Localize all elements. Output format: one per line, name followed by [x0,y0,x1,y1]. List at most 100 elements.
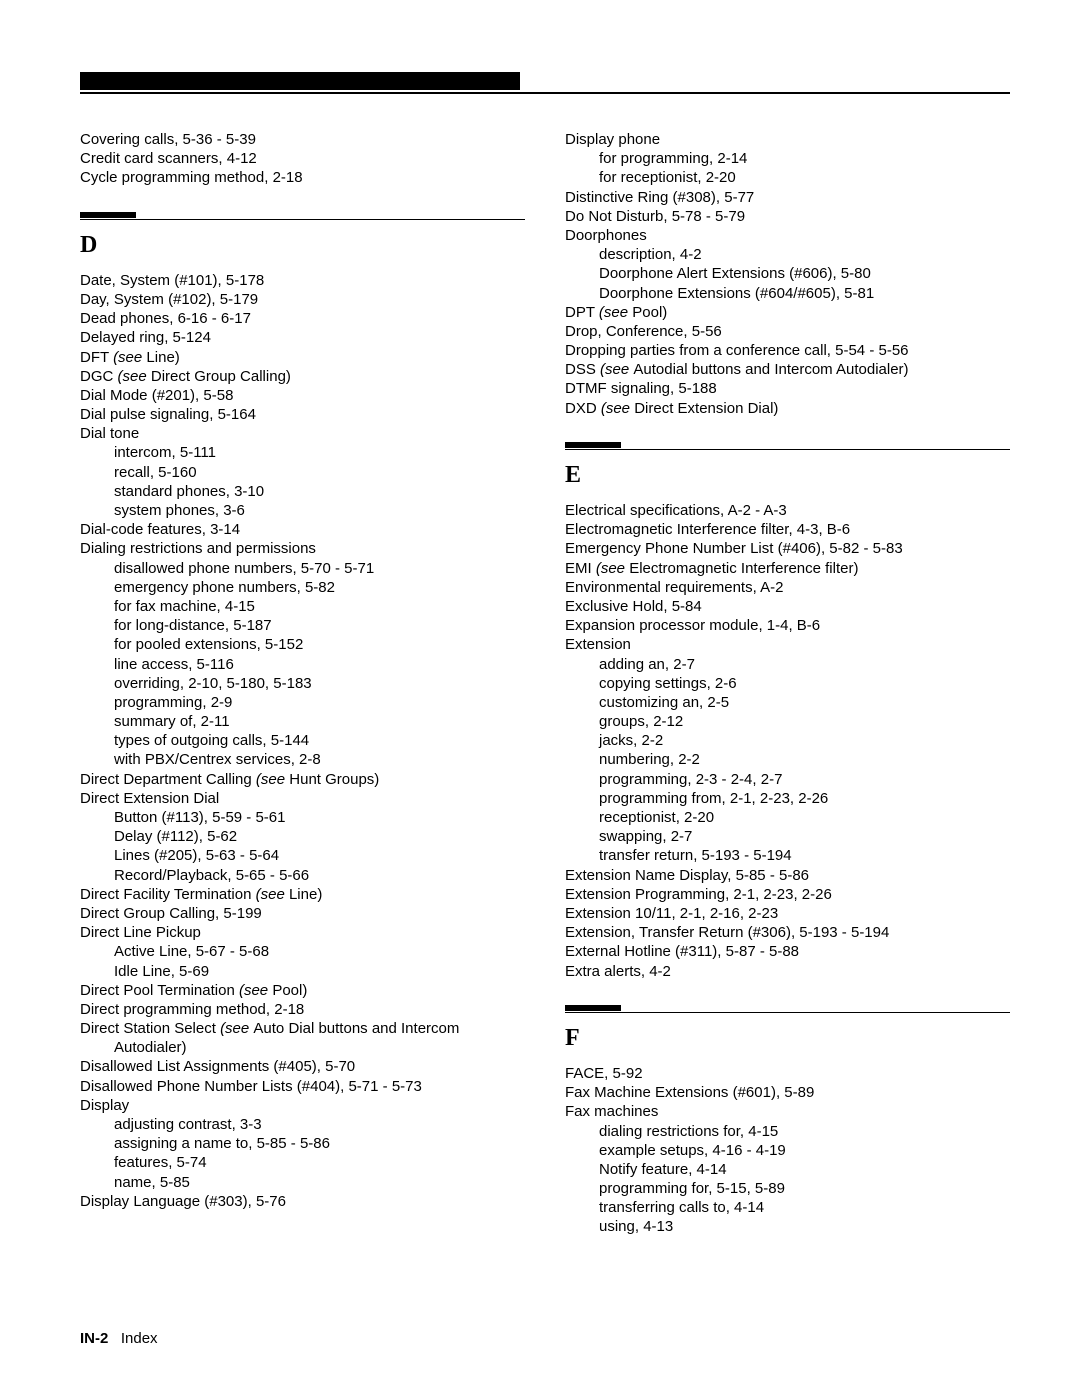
index-entry: Direct programming method, 2-18 [80,1000,525,1019]
index-entry: Direct Pool Termination (see Pool) [80,981,525,1000]
section-entries: FACE, 5-92Fax Machine Extensions (#601),… [565,1064,1010,1237]
index-subentry: Lines (#205), 5-63 - 5-64 [80,846,525,865]
index-subentry: Doorphone Extensions (#604/#605), 5-81 [565,284,1010,303]
index-entry-text: Direct Line Pickup [80,924,201,941]
index-entry: Dial tone [80,424,525,443]
index-entry-text: Electromagnetic Interference filter, 4-3… [565,521,850,538]
index-entry-text: Day, System (#102), 5-179 [80,291,258,308]
index-subentry: recall, 5-160 [80,463,525,482]
index-entry: DXD (see Direct Extension Dial) [565,399,1010,418]
index-subentry: customizing an, 2-5 [565,693,1010,712]
section-entries: Display phonefor programming, 2-14for re… [565,130,1010,418]
index-subentry: intercom, 5-111 [80,443,525,462]
index-entry-text: Exclusive Hold, 5-84 [565,598,702,615]
index-subentry-text: features, 5-74 [80,1153,525,1172]
index-subentry: name, 5-85 [80,1173,525,1192]
index-subentry: programming from, 2-1, 2-23, 2-26 [565,789,1010,808]
index-entry-after: Line) [146,349,179,366]
index-entry: Display [80,1096,525,1115]
index-entry-text: Display [80,1097,129,1114]
index-subentry-text: name, 5-85 [80,1173,525,1192]
index-entry-text: DXD [565,400,601,417]
index-subentry: emergency phone numbers, 5-82 [80,578,525,597]
index-entry: Dial pulse signaling, 5-164 [80,405,525,424]
index-entry-text: Dialing restrictions and permissions [80,540,316,557]
index-subentry: for pooled extensions, 5-152 [80,635,525,654]
index-entry: Day, System (#102), 5-179 [80,290,525,309]
index-entry-text: FACE, 5-92 [565,1065,643,1082]
index-entry-text: Emergency Phone Number List (#406), 5-82… [565,540,903,557]
index-subentry: overriding, 2-10, 5-180, 5-183 [80,674,525,693]
index-entry: Cycle programming method, 2-18 [80,168,525,187]
index-subentry-text: description, 4-2 [565,245,1010,264]
index-subentry-text: jacks, 2-2 [565,731,1010,750]
index-entry-after: Auto Dial buttons and Intercom [253,1020,459,1037]
index-subentry: for long-distance, 5-187 [80,616,525,635]
index-entry-text: DSS [565,361,600,378]
index-entry-text: Direct Facility Termination [80,886,256,903]
index-subentry-text: Doorphone Alert Extensions (#606), 5-80 [565,264,1010,283]
index-entry: Extension Programming, 2-1, 2-23, 2-26 [565,885,1010,904]
index-subentry: Autodialer) [80,1038,525,1057]
index-entry-text: External Hotline (#311), 5-87 - 5-88 [565,943,799,960]
section-entries: Date, System (#101), 5-178Day, System (#… [80,271,525,1211]
index-entry: Extension, Transfer Return (#306), 5-193… [565,923,1010,942]
index-subentry-text: programming, 2-9 [80,693,525,712]
index-entry-after: Electromagnetic Interference filter) [629,560,858,577]
index-subentry-text: with PBX/Centrex services, 2-8 [80,750,525,769]
index-entry-text: DGC [80,368,118,385]
section-bar [565,442,621,448]
index-subentry-text: example setups, 4-16 - 4-19 [565,1141,1010,1160]
index-entry: Extra alerts, 4-2 [565,962,1010,981]
index-subentry: features, 5-74 [80,1153,525,1172]
index-entry-text: Disallowed List Assignments (#405), 5-70 [80,1058,355,1075]
index-subentry-text: for fax machine, 4-15 [80,597,525,616]
index-entry: Doorphones [565,226,1010,245]
index-entry: Distinctive Ring (#308), 5-77 [565,188,1010,207]
see-reference: (see [600,361,633,378]
index-entry: Dropping parties from a conference call,… [565,341,1010,360]
index-subentry: summary of, 2-11 [80,712,525,731]
index-entry-text: Environmental requirements, A-2 [565,579,783,596]
index-entry-text: Expansion processor module, 1-4, B-6 [565,617,820,634]
index-entry-text: Dial tone [80,425,139,442]
index-entry-text: Drop, Conference, 5-56 [565,323,722,340]
index-subentry: example setups, 4-16 - 4-19 [565,1141,1010,1160]
see-reference: (see [118,368,151,385]
index-subentry-text: groups, 2-12 [565,712,1010,731]
index-entry-text: Extension 10/11, 2-1, 2-16, 2-23 [565,905,778,922]
index-subentry-text: Lines (#205), 5-63 - 5-64 [80,846,525,865]
index-entry: Direct Station Select (see Auto Dial but… [80,1019,525,1038]
index-entry: Covering calls, 5-36 - 5-39 [80,130,525,149]
index-entry-text: Dial pulse signaling, 5-164 [80,406,256,423]
index-subentry: using, 4-13 [565,1217,1010,1236]
index-entry-text: Dropping parties from a conference call,… [565,342,909,359]
index-entry-text: Direct programming method, 2-18 [80,1001,304,1018]
index-subentry-text: adjusting contrast, 3-3 [80,1115,525,1134]
section-letter: D [80,230,525,261]
index-subentry: receptionist, 2-20 [565,808,1010,827]
index-entry: Credit card scanners, 4-12 [80,149,525,168]
see-reference: (see [256,771,289,788]
index-subentry-text: dialing restrictions for, 4-15 [565,1122,1010,1141]
index-entry-text: Delayed ring, 5-124 [80,329,211,346]
index-subentry: Doorphone Alert Extensions (#606), 5-80 [565,264,1010,283]
index-subentry-text: summary of, 2-11 [80,712,525,731]
section-rule [80,219,525,221]
section-bar [565,1005,621,1011]
index-subentry-text: Idle Line, 5-69 [80,962,525,981]
index-entry: Date, System (#101), 5-178 [80,271,525,290]
index-entry-after: Direct Group Calling) [151,368,291,385]
index-subentry: Notify feature, 4-14 [565,1160,1010,1179]
index-entry: Drop, Conference, 5-56 [565,322,1010,341]
index-entry: Delayed ring, 5-124 [80,328,525,347]
page-footer: IN-2 Index [80,1330,158,1347]
index-entry-text: Dead phones, 6-16 - 6-17 [80,310,251,327]
index-entry: Dead phones, 6-16 - 6-17 [80,309,525,328]
index-subentry-text: line access, 5-116 [80,655,525,674]
index-entry-after: Pool) [272,982,307,999]
index-subentry-text: using, 4-13 [565,1217,1010,1236]
index-subentry-text: programming, 2-3 - 2-4, 2-7 [565,770,1010,789]
right-column: Display phonefor programming, 2-14for re… [565,130,1010,1237]
index-subentry-text: for receptionist, 2-20 [565,168,1010,187]
